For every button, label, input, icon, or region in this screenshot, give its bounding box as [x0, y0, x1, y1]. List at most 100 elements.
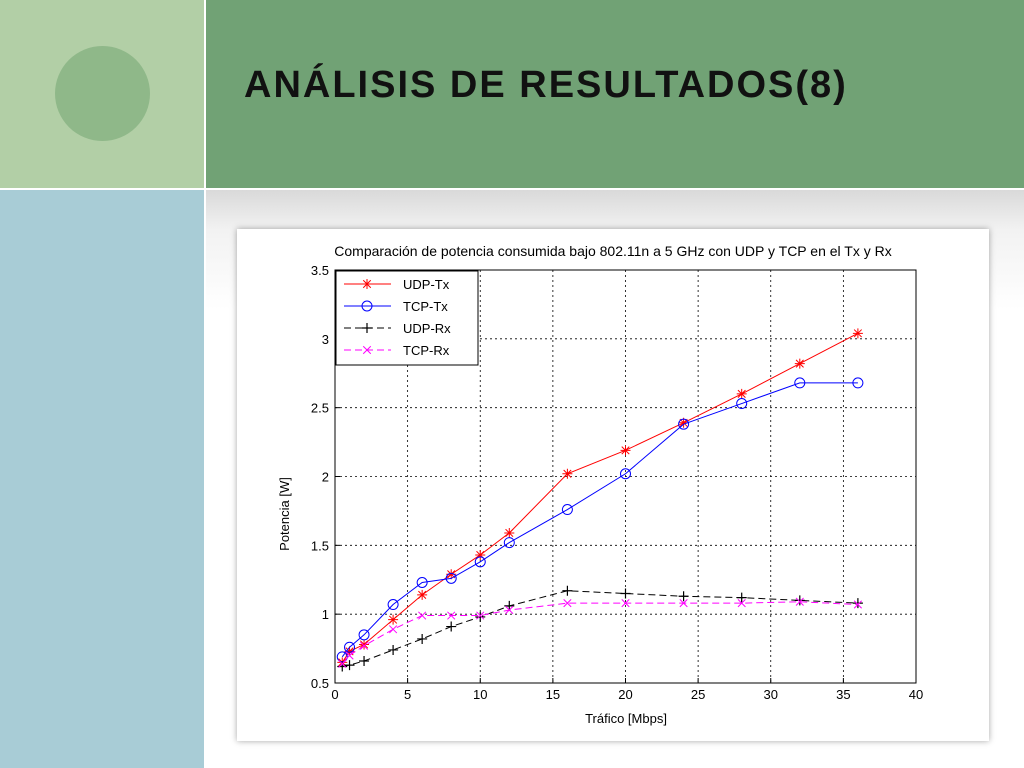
x-marker-shape — [795, 597, 804, 606]
data-point-tcp-rx — [795, 597, 804, 606]
plus-marker-shape — [417, 633, 428, 644]
data-point-udp-rx — [504, 600, 515, 611]
data-point-udp-tx — [446, 569, 457, 580]
data-point-udp-tx — [736, 388, 747, 399]
data-point-udp-tx — [359, 639, 370, 650]
data-point-udp-rx — [446, 621, 457, 632]
x-axis-label: Tráfico [Mbps] — [585, 711, 667, 726]
plus-marker-shape — [504, 600, 515, 611]
data-point-tcp-rx — [563, 599, 572, 608]
data-point-udp-rx — [475, 611, 486, 622]
data-point-udp-rx — [794, 595, 805, 606]
data-point-tcp-rx — [737, 599, 746, 608]
data-point-tcp-tx — [678, 418, 690, 430]
data-point-udp-tx — [344, 646, 355, 657]
circle-marker-shape — [620, 468, 631, 480]
y-tick-label: 2.5 — [311, 401, 329, 416]
data-point-tcp-rx — [338, 659, 347, 668]
plus-marker-shape — [620, 588, 631, 599]
data-point-udp-rx — [736, 592, 747, 603]
data-point-tcp-rx — [359, 641, 369, 650]
legend-marker-tcp-rx — [362, 345, 372, 355]
x-marker-shape — [345, 651, 354, 660]
decorative-circle — [55, 46, 150, 141]
x-marker-shape — [418, 611, 427, 620]
legend-label-udp-rx: UDP-Rx — [403, 321, 451, 336]
plus-marker-shape — [344, 660, 355, 671]
y-tick-label: 3 — [322, 332, 329, 347]
data-point-tcp-rx — [621, 599, 630, 608]
series-line-udp-tx — [341, 332, 859, 663]
star-marker-shape — [736, 388, 747, 399]
legend-box — [335, 270, 479, 366]
data-point-tcp-rx — [476, 611, 485, 620]
x-marker-shape — [338, 659, 347, 668]
slide-title: ANÁLISIS DE RESULTADOS(8) — [244, 64, 848, 106]
chart-title: Comparación de potencia consumida bajo 8… — [334, 243, 891, 259]
x-marker-shape — [388, 625, 398, 634]
y-tick-label: 1 — [322, 607, 329, 622]
circle-marker-shape — [361, 300, 373, 312]
series-line-tcp-tx — [341, 382, 858, 658]
data-point-tcp-rx — [345, 651, 354, 660]
x-tick-label: 20 — [618, 687, 632, 702]
legend: UDP-Tx TCP-Tx UDP-Rx TCP-Rx — [335, 270, 479, 366]
data-point-tcp-tx — [344, 641, 356, 653]
side-panel-top — [0, 0, 204, 188]
data-point-udp-rx — [344, 660, 355, 671]
circle-marker-shape — [358, 629, 370, 641]
plus-marker-shape — [359, 655, 370, 666]
legend-marker-udp-rx — [362, 323, 372, 333]
circle-marker-shape — [561, 504, 573, 516]
x-marker-shape — [447, 611, 456, 620]
plus-marker-shape — [678, 591, 689, 602]
data-point-tcp-tx — [474, 556, 486, 568]
x-marker-shape — [359, 641, 369, 650]
x-tick-label: 0 — [331, 687, 338, 702]
circle-marker-shape — [794, 377, 806, 389]
data-point-tcp-tx — [445, 572, 457, 584]
y-tick-label: 0.5 — [311, 676, 329, 691]
star-marker-shape — [359, 639, 370, 650]
chart-figure: 0 5 10 15 20 25 30 35 40 0.5 1 1.5 2 2.5 3 3.5 Comparac… — [237, 229, 989, 741]
plus-marker-shape — [362, 323, 372, 333]
y-tick-label: 2 — [322, 470, 329, 485]
data-point-tcp-tx — [794, 377, 806, 389]
star-marker-shape — [504, 527, 515, 538]
x-tick-label: 15 — [546, 687, 560, 702]
data-point-udp-tx — [794, 358, 805, 369]
data-point-tcp-rx — [679, 599, 688, 608]
x-marker-shape — [563, 599, 572, 608]
star-marker-shape — [852, 328, 863, 339]
data-point-udp-rx — [852, 598, 863, 609]
legend-marker-tcp-tx — [361, 300, 373, 312]
x-marker-shape — [679, 599, 688, 608]
series-line-udp-rx — [342, 590, 858, 667]
legend-label-tcp-tx: TCP-Tx — [403, 299, 448, 314]
title-bar — [206, 0, 1024, 188]
data-point-udp-tx — [852, 328, 863, 339]
plus-marker-shape — [562, 585, 573, 596]
star-marker-shape — [475, 549, 486, 560]
star-marker-shape — [344, 646, 355, 657]
x-tick-label: 30 — [764, 687, 778, 702]
data-point-udp-rx — [388, 644, 399, 655]
data-point-udp-rx — [417, 633, 428, 644]
data-point-tcp-tx — [561, 504, 573, 516]
data-point-udp-rx — [620, 588, 631, 599]
data-point-udp-tx — [388, 614, 399, 625]
data-point-udp-tx — [562, 468, 573, 479]
star-marker-shape — [794, 358, 805, 369]
legend-label-tcp-rx: TCP-Rx — [403, 343, 450, 358]
plus-marker-shape — [475, 611, 486, 622]
x-tick-label: 5 — [404, 687, 411, 702]
legend-label-udp-tx: UDP-Tx — [403, 277, 450, 292]
star-marker-shape — [388, 614, 399, 625]
data-point-udp-tx — [678, 417, 689, 428]
circle-marker-shape — [852, 377, 864, 389]
series-line-tcp-rx — [341, 601, 858, 665]
circle-marker-shape — [474, 556, 486, 568]
data-point-tcp-rx — [447, 611, 456, 620]
circle-marker-shape — [416, 577, 428, 589]
legend-marker-udp-tx — [362, 279, 372, 289]
